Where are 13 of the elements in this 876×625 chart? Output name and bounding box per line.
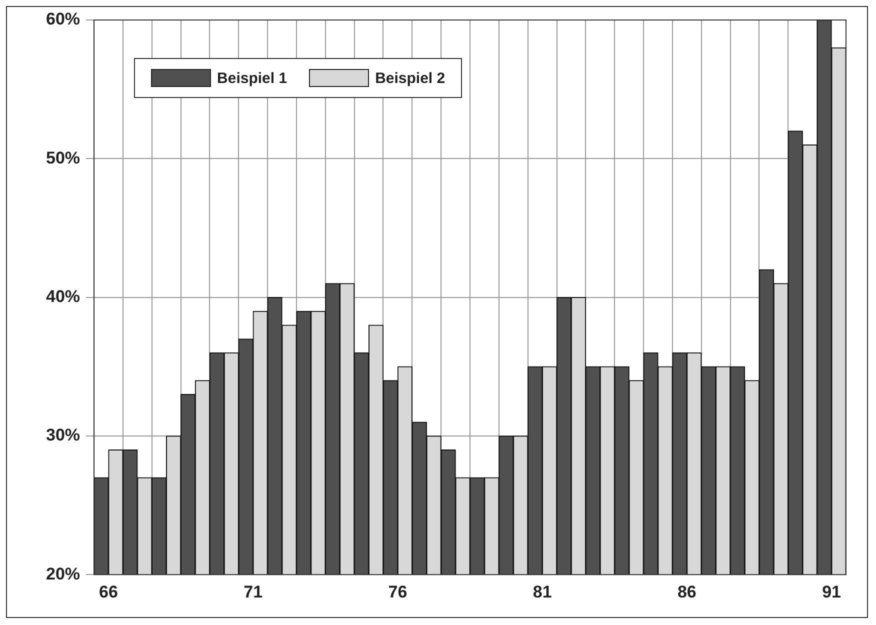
y-tick-label: 50% (46, 148, 80, 168)
y-tick-label: 60% (46, 10, 80, 29)
legend-label: Beispiel 2 (375, 70, 446, 86)
x-tick-label: 76 (388, 582, 408, 602)
y-tick-label: 30% (46, 426, 80, 445)
y-tick-label: 40% (46, 286, 80, 306)
x-tick-label: 66 (99, 582, 118, 602)
y-tick-label: 20% (46, 564, 80, 584)
x-tick-label: 81 (532, 582, 552, 602)
legend-label: Beispiel 1 (217, 70, 288, 86)
x-tick-label: 71 (244, 582, 263, 602)
x-tick-label: 86 (677, 582, 696, 602)
x-tick-label: 91 (822, 582, 841, 602)
